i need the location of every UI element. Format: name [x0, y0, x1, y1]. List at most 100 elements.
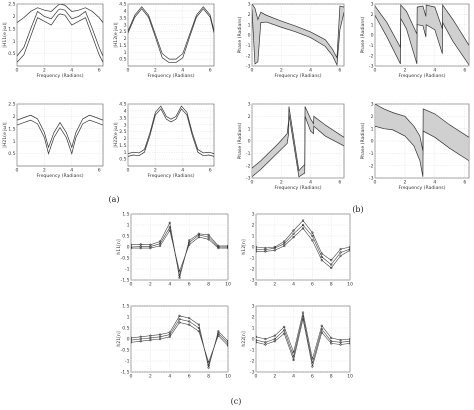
- y-tick-label: 4: [124, 108, 127, 114]
- series-line-2: [131, 322, 228, 364]
- x-tick-label: 2: [43, 68, 46, 74]
- y-tick-label: 3.5: [119, 115, 126, 121]
- y-tick-label: -1: [246, 43, 251, 49]
- x-tick-label: 8: [330, 374, 333, 380]
- data-point: [301, 227, 305, 230]
- x-axis-label: Frequency (Radians): [399, 73, 446, 79]
- plot-content: [17, 114, 103, 155]
- data-point: [339, 251, 342, 254]
- data-point: [320, 252, 323, 255]
- y-tick-label: 3: [248, 2, 251, 8]
- plot-content: [252, 4, 344, 66]
- y-tick-label: 3: [124, 122, 127, 128]
- data-point: [197, 235, 201, 239]
- x-tick-label: 4: [181, 68, 184, 74]
- y-tick-label: 1: [124, 150, 127, 156]
- x-tick-label: 0: [16, 168, 19, 174]
- data-point: [188, 323, 191, 326]
- subplot-a3: 0 2 4 6 0.5 1 1.5 2 2.5 Frequency (Radians) |H21(e…: [2, 102, 104, 179]
- y-tick-label: 1: [13, 139, 16, 145]
- data-point: [217, 330, 220, 333]
- data-point: [273, 249, 276, 252]
- data-point: [158, 244, 162, 248]
- subplot-c4: 0 2 4 6 8 10 -3 -2 -1 0 1 2 3 h22[n]: [241, 304, 353, 380]
- x-tick-label: 2: [280, 68, 283, 74]
- data-point: [320, 259, 323, 262]
- data-point: [139, 246, 142, 250]
- y-tick-label: 2: [248, 114, 251, 120]
- y-tick-label: 1: [252, 326, 255, 332]
- y-tick-label: 1.5: [8, 126, 15, 132]
- plot-content: [128, 105, 214, 157]
- x-tick-label: 6: [311, 282, 314, 288]
- x-tick-label: 2: [43, 168, 46, 174]
- series-line-0: [128, 6, 214, 60]
- y-tick-label: -1: [369, 43, 374, 49]
- series-line-1: [131, 318, 228, 367]
- x-tick-label: 4: [70, 68, 73, 74]
- y-tick-label: 3: [252, 212, 255, 218]
- y-axis-label: h11[n]: [116, 239, 122, 254]
- data-point: [256, 248, 258, 251]
- data-point: [320, 324, 323, 327]
- y-tick-label: 1: [252, 234, 255, 240]
- x-tick-label: 2: [149, 374, 152, 380]
- data-point: [330, 259, 333, 262]
- data-point: [139, 243, 142, 246]
- data-point: [158, 333, 162, 336]
- data-point: [207, 233, 210, 237]
- data-point: [197, 233, 201, 237]
- series-line-1: [256, 315, 350, 364]
- data-point: [131, 246, 133, 250]
- y-tick-label: -2: [250, 359, 255, 365]
- y-axis-label: h12[n]: [241, 239, 247, 254]
- data-point: [207, 366, 210, 369]
- data-point: [226, 340, 228, 343]
- data-point: [168, 331, 171, 334]
- data-point: [139, 340, 142, 343]
- y-tick-label: 1: [124, 50, 127, 56]
- data-point: [292, 358, 295, 362]
- data-point: [283, 244, 286, 248]
- subplot-c3: 0 2 4 6 8 10 -1.5 -1 -0.5 0 0.5 1 1.5 h21[n]: [116, 304, 231, 380]
- data-point: [256, 338, 258, 342]
- y-axis-label: |H11(e jω)|: [2, 22, 8, 47]
- data-point: [168, 335, 171, 338]
- x-tick-label: 4: [433, 68, 436, 74]
- data-point: [339, 254, 342, 257]
- caption-c: (c): [231, 397, 242, 406]
- data-point: [149, 336, 152, 340]
- data-point: [273, 340, 276, 343]
- data-point: [292, 232, 295, 235]
- y-tick-label: 1.5: [119, 143, 126, 149]
- data-point: [264, 343, 267, 346]
- y-tick-label: 3: [371, 102, 374, 108]
- y-tick-label: 2: [124, 36, 127, 42]
- data-point: [207, 364, 210, 367]
- data-point: [292, 235, 295, 239]
- data-point: [339, 341, 342, 344]
- plot-area: [127, 3, 215, 67]
- series-line-1: [17, 8, 103, 57]
- x-tick-label: 6: [98, 68, 101, 74]
- y-tick-label: 0.5: [8, 151, 15, 157]
- y-tick-label: 1: [248, 22, 251, 28]
- y-tick-label: -1.5: [121, 278, 130, 284]
- x-tick-label: 6: [463, 180, 466, 186]
- y-tick-label: -1: [369, 151, 374, 157]
- data-point: [217, 332, 220, 335]
- data-point: [226, 342, 228, 345]
- series-line-0: [17, 4, 103, 23]
- x-tick-label: 2: [273, 374, 276, 380]
- y-tick-label: 1.5: [8, 26, 15, 32]
- y-tick-label: -1: [125, 359, 130, 365]
- data-point: [197, 326, 201, 330]
- x-tick-label: 0: [251, 180, 254, 186]
- y-tick-label: 2: [13, 114, 16, 120]
- y-tick-label: 3: [371, 2, 374, 8]
- data-point: [320, 327, 323, 331]
- x-tick-label: 0: [374, 180, 377, 186]
- x-axis-label: Frequency (Radians): [275, 185, 322, 191]
- data-point: [339, 338, 342, 342]
